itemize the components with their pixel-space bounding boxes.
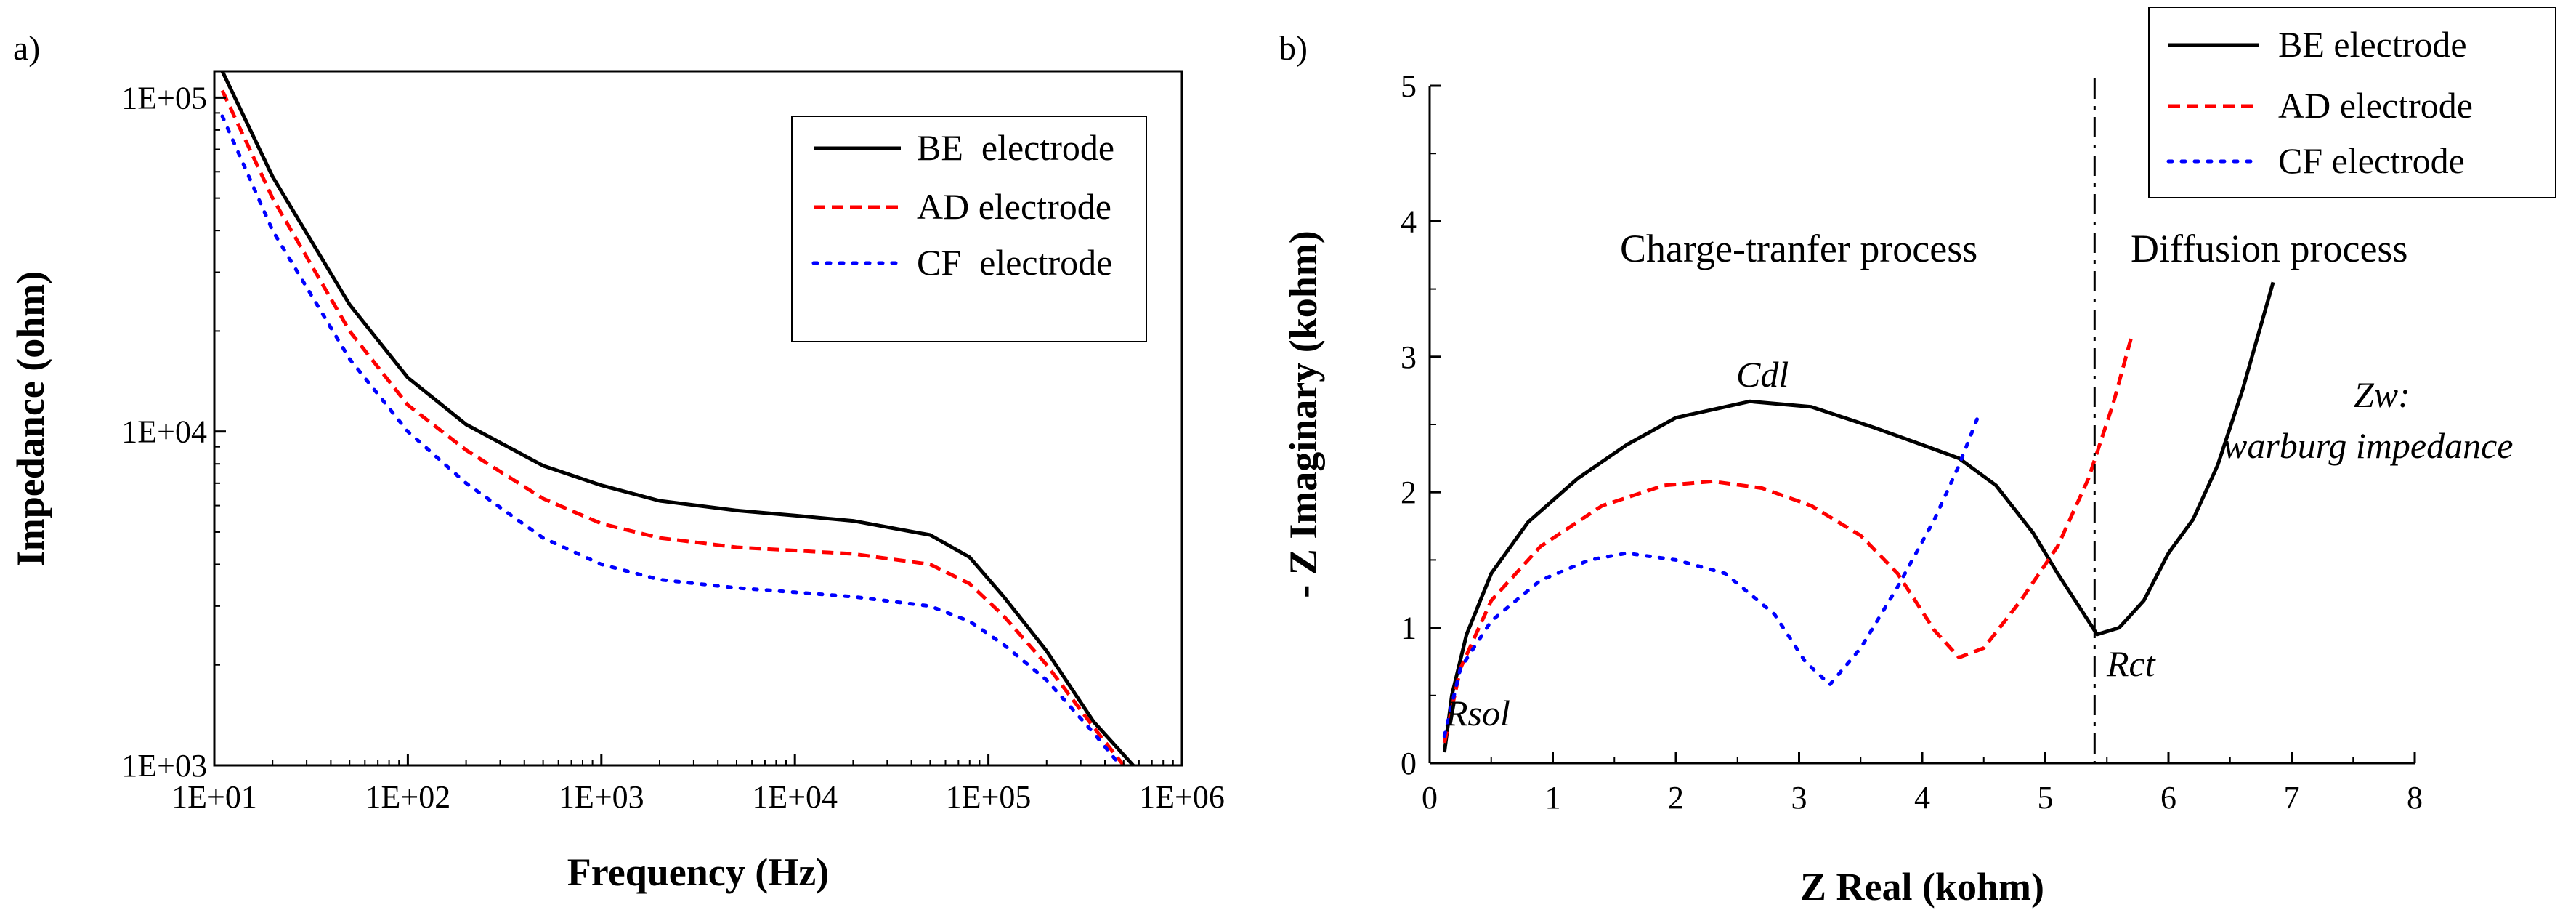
panel-b-y-tick-label: 2 (1401, 475, 1417, 510)
panel-a-legend: BE electrode AD electrode CF electrode (791, 116, 1147, 342)
panel-b-x-tick-label: 3 (1791, 780, 1807, 816)
panel-a-y-tick-label: 1E+04 (121, 414, 207, 450)
panel-a-legend-label-be: BE electrode (917, 127, 1114, 168)
panel-a-series-line-be (220, 70, 1135, 767)
panel-b-legend-label-cf: CF electrode (2278, 140, 2465, 181)
panel-b-legend: BE electrode AD electrode CF electrode (2148, 7, 2556, 198)
annotation-zw-desc: warburg impedance (2223, 425, 2514, 466)
panel-a-x-tick-label: 1E+06 (1139, 779, 1225, 815)
panel-a-x-tick-label: 1E+01 (171, 779, 257, 815)
panel-a-legend-label-ad: AD electrode (917, 186, 1111, 227)
panel-b-series-line-ad (1442, 336, 2134, 744)
panel-b-x-tick-label: 2 (1668, 780, 1684, 816)
panel-a-x-tick-label: 1E+05 (946, 779, 1032, 815)
panel-b-x-tick-label: 0 (1422, 780, 1438, 816)
panel-b-series (1442, 281, 2275, 753)
panel-a-series (220, 70, 1135, 768)
panel-a-plot-frame (213, 70, 1183, 767)
panel-b-x-tick-label: 7 (2284, 780, 2300, 816)
panel-b-legend-label-ad: AD electrode (2278, 85, 2473, 126)
panel-b-x-tick-label: 5 (2038, 780, 2054, 816)
panel-a-legend-box (791, 116, 1147, 342)
panel-a-series-line-cf (220, 114, 1122, 768)
panel-b-legend-box (2148, 7, 2556, 198)
panel-b-x-axis-title: Z Real (kohm) (1800, 865, 2044, 909)
panel-b-y-axis-title: - Z Imaginary (kohm) (1281, 230, 1325, 598)
panel-b-label: b) (1279, 29, 1308, 68)
panel-b-series-line-cf (1442, 416, 1980, 738)
panel-a-x-tick-label: 1E+02 (365, 779, 451, 815)
annotation-cdl: Cdl (1736, 354, 1789, 395)
panel-b-series-line-be (1442, 281, 2275, 753)
panel-b-y-tick-label: 0 (1401, 746, 1417, 781)
panel-b-legend-label-be: BE electrode (2278, 24, 2467, 65)
panel-a: a) 1E+01 1E+02 1E+03 1E+04 1E+05 1E+06 1E+03 1E… (9, 29, 1225, 894)
annotation-rct: Rct (2106, 643, 2156, 684)
panel-a-x-tick-label: 1E+03 (559, 779, 644, 815)
panel-b-y-tick-label: 5 (1401, 68, 1417, 104)
panel-b-y-tick-label: 1 (1401, 611, 1417, 646)
annotation-rsol: Rsol (1445, 693, 1510, 733)
annotation-charge-transfer: Charge-tranfer process (1620, 227, 1977, 270)
panel-b-y-tick-label: 4 (1401, 204, 1417, 239)
annotation-diffusion: Diffusion process (2131, 227, 2407, 270)
panel-a-x-axis-title: Frequency (Hz) (567, 850, 829, 894)
panel-a-legend-label-cf: CF electrode (917, 242, 1112, 283)
panel-b-x-tick-label: 1 (1545, 780, 1561, 816)
annotation-zw-title: Zw: (2354, 374, 2410, 415)
panel-a-series-line-ad (220, 89, 1125, 767)
panel-b-x-tick-label: 8 (2407, 780, 2423, 816)
panel-b-x-tick-label: 4 (1914, 780, 1930, 816)
panel-a-y-axis-title: Impedance (ohm) (9, 271, 52, 566)
panel-b-x-tick-label: 6 (2160, 780, 2176, 816)
panel-a-label: a) (13, 29, 40, 68)
panel-a-x-tick-label: 1E+04 (752, 779, 838, 815)
panel-a-y-tick-label: 1E+03 (121, 748, 207, 784)
panel-b: b) 0 1 2 3 4 5 6 7 8 0 1 2 3 4 5 Z Real (kohm) - Z Ima… (1279, 7, 2556, 909)
panel-a-y-tick-label: 1E+05 (121, 80, 207, 116)
panel-b-y-tick-label: 3 (1401, 339, 1417, 375)
